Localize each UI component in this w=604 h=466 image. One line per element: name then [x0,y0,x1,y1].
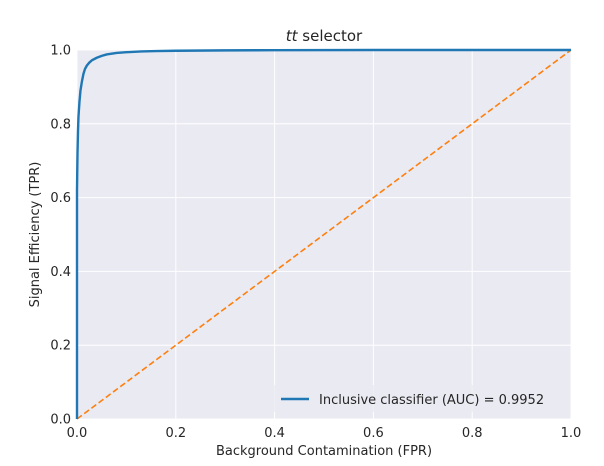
legend: Inclusive classifier (AUC) = 0.9952 [272,385,566,412]
series-layer [75,48,572,420]
y-tick-label: 0.0 [50,413,71,428]
legend-box [272,385,566,412]
x-tick-label: 0.2 [165,426,186,441]
y-tick-label: 1.0 [50,44,71,59]
chart-title: tt selector [286,27,363,45]
chart-title-rest: selector [298,27,364,45]
legend-label-series-1: Inclusive classifier (AUC) = 0.9952 [319,393,544,408]
x-tick-label: 0.8 [462,426,483,441]
x-tick-label: 1.0 [561,426,582,441]
x-axis-label: Background Contamination (FPR) [216,444,432,459]
x-tick-label: 0.6 [363,426,384,441]
x-tick-labels: 0.0 0.2 0.4 0.6 0.8 1.0 [67,426,582,441]
x-tick-label: 0.0 [67,426,88,441]
chart-title-italic: tt [286,27,299,45]
y-tick-label: 0.2 [50,339,71,354]
roc-curve-line [75,48,571,419]
y-tick-label: 0.8 [50,117,71,132]
grid-lines [76,49,572,420]
diagonal-reference-line [76,49,572,420]
y-axis-label: Signal Efficiency (TPR) [28,162,43,308]
y-tick-label: 0.4 [50,265,71,280]
x-tick-label: 0.4 [264,426,285,441]
y-tick-labels: 0.0 0.2 0.4 0.6 0.8 1.0 [50,44,71,428]
y-tick-label: 0.6 [50,191,71,206]
